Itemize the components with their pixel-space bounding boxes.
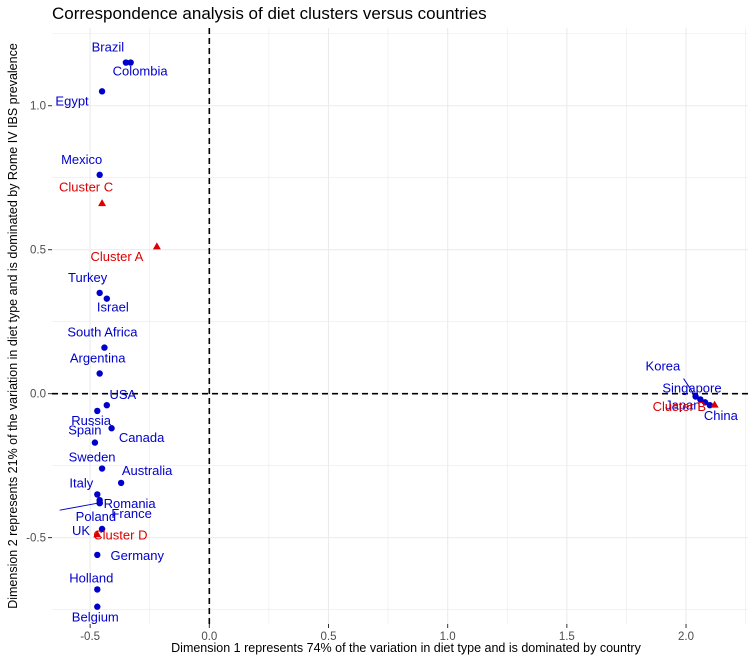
point-colombia [127, 59, 134, 66]
label-italy: Italy [69, 475, 93, 490]
point-germany [94, 551, 101, 559]
point-cluster-c [98, 199, 107, 207]
label-china: China [704, 408, 739, 423]
label-israel: Israel [97, 300, 129, 315]
point-australia [117, 479, 125, 487]
point-russia [94, 407, 101, 415]
label-brazil: Brazil [92, 40, 125, 55]
x-tick-label: 0.5 [320, 631, 336, 643]
label-usa: USA [109, 387, 136, 402]
x-axis-title: Dimension 1 represents 74% of the variat… [171, 641, 641, 655]
x-tick-label: 1.5 [559, 631, 575, 643]
y-tick-label: -0.5 [26, 533, 46, 545]
x-tick-label: 1.0 [440, 631, 456, 643]
point-egypt [98, 88, 106, 95]
y-tick-label: 0.5 [30, 245, 46, 257]
y-tick-label: 0.0 [30, 389, 46, 401]
point-poland [96, 499, 103, 507]
label-japan: Japan [665, 397, 700, 412]
label-poland: Poland [76, 509, 116, 524]
label-canada: Canada [119, 430, 165, 445]
point-mexico [96, 171, 103, 179]
label-mexico: Mexico [61, 152, 102, 167]
point-south-africa [101, 344, 108, 351]
leader-korea [683, 378, 696, 397]
point-cluster-b [710, 400, 719, 408]
point-argentina [96, 370, 103, 377]
x-tick-label: 2.0 [678, 631, 694, 643]
label-egypt: Egypt [55, 93, 89, 108]
label-turkey: Turkey [68, 270, 108, 285]
label-south-africa: South Africa [67, 325, 138, 340]
label-sweden: Sweden [69, 450, 116, 465]
point-japan [701, 399, 709, 406]
label-holland: Holland [69, 570, 113, 585]
label-argentina: Argentina [70, 351, 126, 366]
point-canada [108, 425, 115, 432]
y-axis-title: Dimension 2 represents 21% of the variat… [6, 43, 20, 609]
label-germany: Germany [111, 548, 165, 563]
point-usa [103, 401, 111, 409]
point-korea [692, 393, 699, 400]
chart-title: Correspondence analysis of diet clusters… [52, 4, 487, 23]
point-sweden [98, 465, 106, 472]
point-brazil [122, 59, 130, 66]
label-australia: Australia [122, 463, 173, 478]
label-cluster-c: Cluster C [59, 180, 113, 195]
leader-france [59, 502, 98, 511]
x-tick-label: 0.0 [201, 631, 217, 643]
point-cluster-a [152, 242, 161, 250]
point-cluster-d [93, 530, 102, 538]
label-cluster-b: Cluster B [653, 399, 706, 414]
label-belgium: Belgium [72, 610, 119, 625]
plot-panel [52, 28, 748, 624]
label-cluster-d: Cluster D [93, 528, 147, 543]
label-france: France [111, 506, 151, 521]
label-uk: UK [72, 523, 90, 538]
y-tick-label: 1.0 [30, 101, 46, 113]
point-israel [103, 295, 111, 302]
x-tick-label: -0.5 [80, 631, 100, 643]
label-romania: Romania [104, 496, 157, 511]
point-italy [94, 491, 101, 498]
label-russia: Russia [71, 413, 112, 428]
label-cluster-a: Cluster A [91, 249, 144, 264]
point-spain [91, 439, 99, 446]
label-spain: Spain [68, 423, 101, 438]
label-singapore: Singapore [662, 380, 721, 395]
point-uk [98, 525, 106, 533]
label-korea: Korea [646, 359, 681, 374]
point-belgium [94, 603, 101, 610]
point-singapore [697, 396, 704, 403]
label-colombia: Colombia [113, 64, 169, 79]
point-turkey [96, 289, 103, 297]
point-holland [94, 586, 101, 593]
